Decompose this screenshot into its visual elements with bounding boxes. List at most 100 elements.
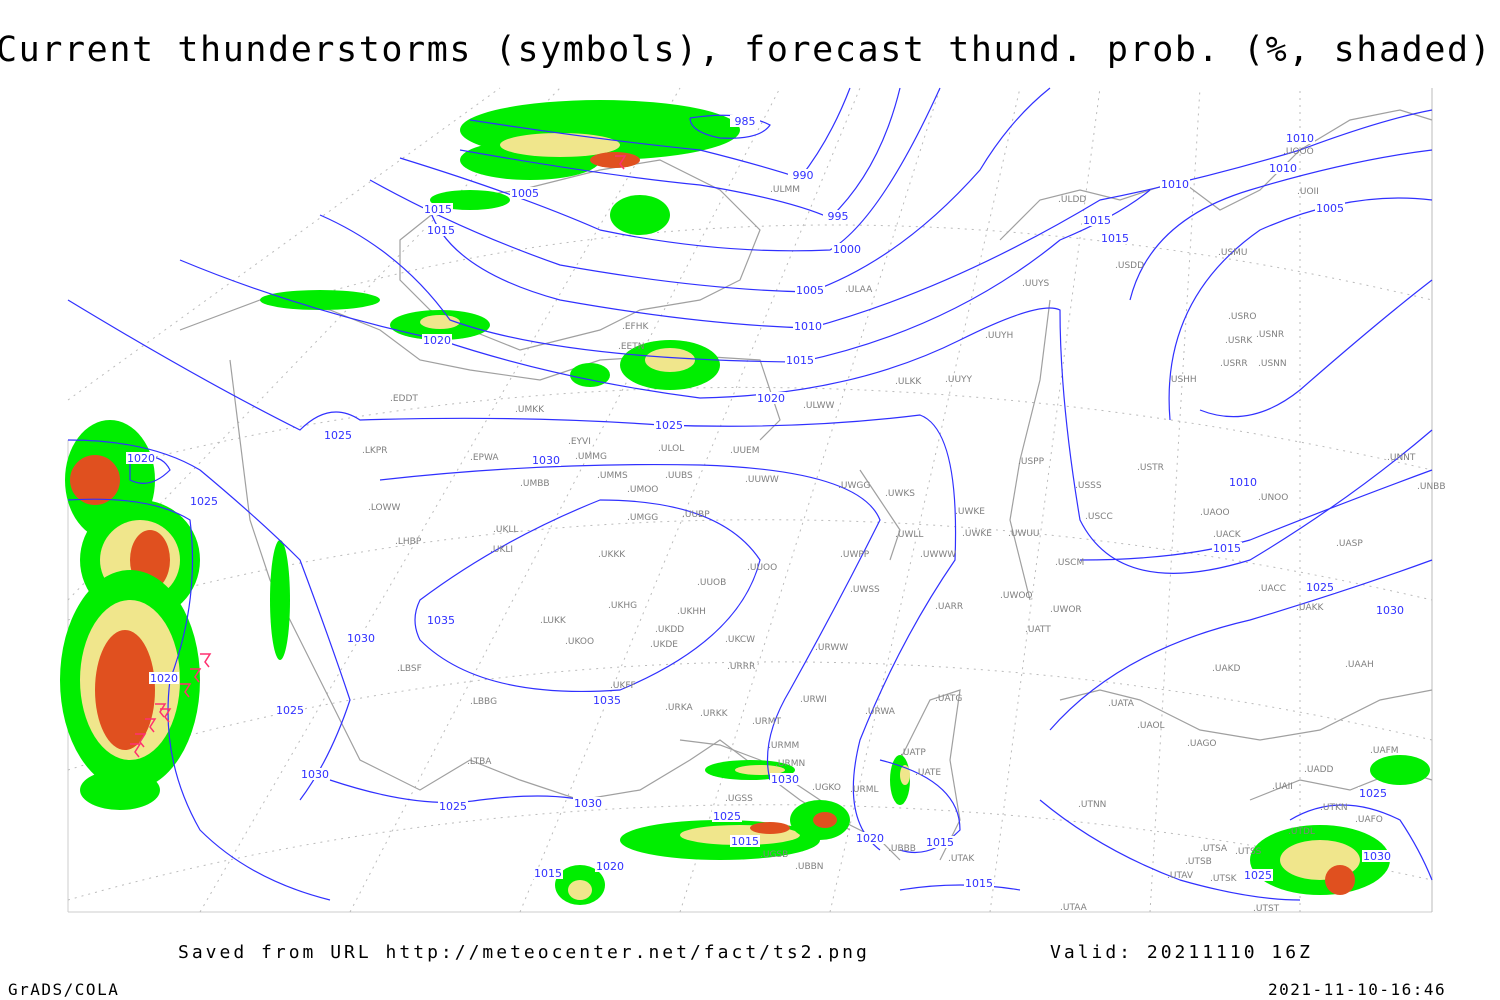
meridian-line [519, 87, 861, 913]
isobar-label: 1020 [127, 452, 155, 465]
isobar-line [1199, 279, 1433, 418]
station-label-group: .UAOL [1137, 721, 1165, 731]
isobar-label-bg [1305, 581, 1335, 593]
station-label: .ULMM [770, 185, 800, 195]
station-label-group: .UBBB [888, 844, 916, 854]
station-label: .USRR [1220, 359, 1248, 369]
isobar-label-group: 1025 [323, 429, 353, 442]
station-label-group: .UWUU [1008, 529, 1040, 539]
isobar-line [379, 463, 881, 781]
station-label: .URWW [815, 643, 848, 653]
parallel-line [67, 386, 1433, 481]
station-label-group: .LKPR [362, 446, 387, 456]
isobar-label-bg [793, 320, 823, 332]
isobar-label-group: 1025 [654, 419, 684, 432]
isobar-label: 990 [793, 169, 814, 182]
station-label: .UAOL [1137, 721, 1165, 731]
station-label-group: .UGKO [812, 783, 841, 793]
station-label: .UAFM [1370, 746, 1399, 756]
station-label-group: .UKHG [608, 601, 637, 611]
isobar-label: 1025 [713, 810, 741, 823]
station-label: .UAKD [1212, 664, 1241, 674]
isobar-label-bg [788, 169, 818, 181]
station-label-group: .LHBP [395, 537, 422, 547]
parallel-line [67, 661, 1433, 771]
isobar-label: 1030 [574, 797, 602, 810]
station-label-group: .UAII [1272, 782, 1293, 792]
station-label: .UAGO [1187, 739, 1217, 749]
station-label: .UWLL [895, 530, 923, 540]
isobar-line [1079, 469, 1433, 561]
station-label: .UUBP [682, 510, 710, 520]
station-label-group: .USRO [1228, 312, 1257, 322]
station-label-group: .UATE [915, 768, 941, 778]
isobar-label-group: 1015 [785, 354, 815, 367]
station-label-group: .UAAH [1345, 660, 1374, 670]
isobar-line [329, 779, 601, 806]
coastline [899, 689, 961, 861]
isobar-label-bg [1358, 787, 1388, 799]
station-label: .LKPR [362, 446, 387, 456]
isobar-label-bg [1100, 232, 1130, 244]
station-label-group: .UBBN [795, 862, 824, 872]
isobar-label-group: 1020 [756, 392, 786, 405]
isobar-line [429, 109, 1433, 329]
meridian-line [1149, 87, 1201, 913]
isobar-label-bg [189, 495, 219, 507]
station-label-group: .UMBB [520, 479, 550, 489]
isobar-label-bg [1243, 869, 1273, 881]
isobar-label-bg [149, 672, 179, 684]
isobar-label-group: 1010 [1268, 162, 1298, 175]
station-label: .EPWA [470, 453, 499, 463]
station-label: .UNBB [1417, 482, 1446, 492]
lat-lon-grid [67, 87, 1433, 913]
station-label-group: .UKFF [610, 681, 636, 691]
station-label-group: .EDDT [390, 394, 418, 404]
isobar-label-bg [422, 334, 452, 346]
isobar-label-group: 1015 [964, 877, 994, 890]
isobar-label: 1025 [439, 800, 467, 813]
station-label: .UNOO [1258, 493, 1288, 503]
station-label-group: .EYVI [568, 437, 591, 447]
station-label-group: .UWKS [885, 489, 915, 499]
isobar-label: 1020 [596, 860, 624, 873]
isobar-label-group: 1010 [1160, 178, 1190, 191]
station-label: .UACK [1213, 530, 1242, 540]
isobar-label: 1015 [926, 836, 954, 849]
isobar-line [1049, 559, 1433, 731]
station-label-group: .UAGO [1187, 739, 1217, 749]
station-label: .UUEM [730, 446, 760, 456]
station-label-group: .USCM [1055, 558, 1084, 568]
isobar-label-bg [925, 836, 955, 848]
station-label: .UWKE [962, 529, 992, 539]
station-label-group: .USPP [1018, 457, 1045, 467]
isobar-label-group: 1015 [1212, 542, 1242, 555]
thunderstorm-symbol [190, 668, 202, 683]
station-label: .UAAH [1345, 660, 1374, 670]
isobar-label-group: 1005 [795, 284, 825, 297]
station-label-group: .USRR [1220, 359, 1248, 369]
isobar-label: 1025 [1359, 787, 1387, 800]
station-label: .UMOO [627, 485, 658, 495]
isobar-label-group: 990 [788, 169, 818, 182]
station-label-group: .UADD [1304, 765, 1334, 775]
station-label-group: .LBSF [397, 664, 422, 674]
isobar-label-bg [1375, 604, 1405, 616]
station-label: .URKA [665, 703, 693, 713]
isobar-label-bg [1082, 214, 1112, 226]
station-label-group: .UTSS [1235, 847, 1262, 857]
station-label: .UOII [1297, 187, 1319, 197]
low-probability-area [1370, 755, 1430, 785]
map-title: Current thunderstorms (symbols), forecas… [0, 30, 1493, 70]
isobar-label-bg [1362, 850, 1392, 862]
thunderstorm-symbol [145, 718, 157, 733]
station-label: .UTKN [1320, 803, 1348, 813]
isobar-label: 1025 [276, 704, 304, 717]
thunderstorm-symbol [200, 653, 212, 668]
station-label: .UTNN [1078, 800, 1106, 810]
isobar-label: 1035 [427, 614, 455, 627]
station-label: .UAKK [1296, 603, 1325, 613]
station-label-group: .UACC [1258, 584, 1286, 594]
isobar-label-bg [323, 429, 353, 441]
isobar-label: 1025 [324, 429, 352, 442]
